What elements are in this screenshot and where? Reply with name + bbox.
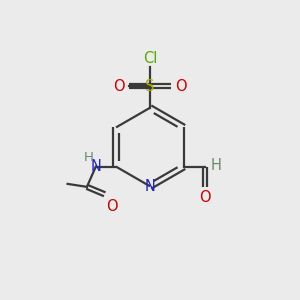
Text: S: S bbox=[145, 79, 155, 94]
Text: O: O bbox=[175, 79, 187, 94]
Text: N: N bbox=[90, 159, 101, 174]
Text: H: H bbox=[210, 158, 221, 173]
Text: Cl: Cl bbox=[143, 51, 157, 66]
Text: N: N bbox=[145, 179, 155, 194]
Text: O: O bbox=[113, 79, 125, 94]
Text: O: O bbox=[106, 199, 118, 214]
Text: O: O bbox=[199, 190, 211, 206]
Text: H: H bbox=[83, 151, 93, 164]
